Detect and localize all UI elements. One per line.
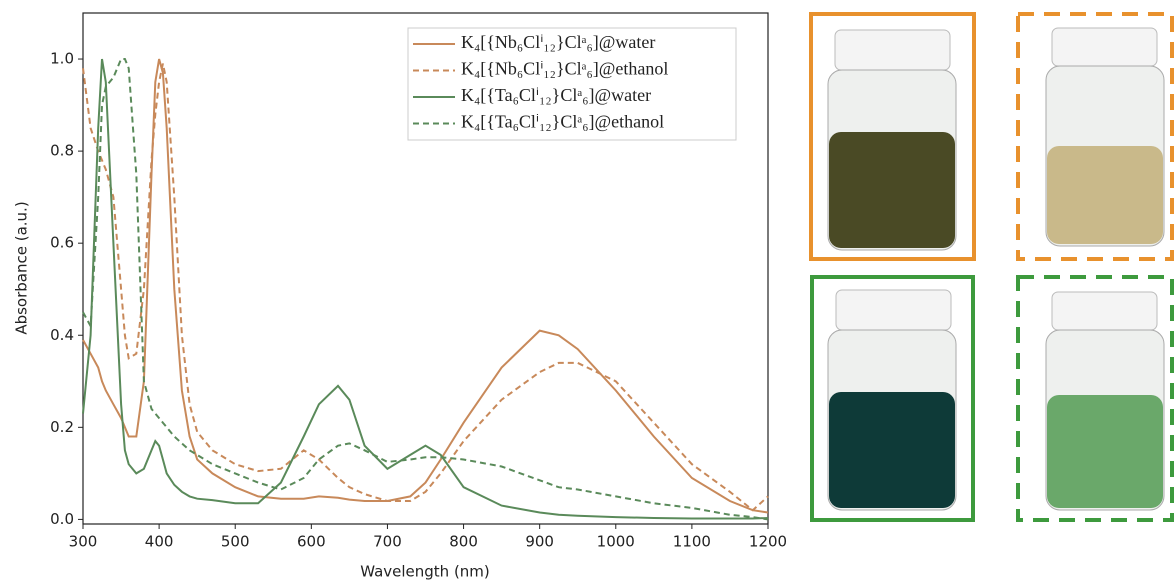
y-axis-label: Absorbance (a.u.) (13, 201, 31, 334)
legend-label: K₄[{Nb₆Clⁱ₁₂}Clᵃ₆]@ethanol (461, 59, 668, 79)
vial-photos (809, 12, 1174, 522)
y-tick-label: 0.2 (50, 418, 74, 436)
x-tick-label: 1000 (597, 533, 635, 551)
x-tick-label: 800 (449, 533, 478, 551)
vial-nb-ethanol (1016, 12, 1174, 261)
vial-ta-water (810, 275, 975, 522)
y-tick-label: 0.4 (50, 326, 74, 344)
x-tick-label: 500 (221, 533, 250, 551)
legend-label: K₄[{Nb₆Clⁱ₁₂}Clᵃ₆]@water (461, 32, 655, 52)
x-tick-label: 700 (373, 533, 402, 551)
x-tick-label: 600 (297, 533, 326, 551)
x-tick-label: 900 (525, 533, 554, 551)
y-tick-label: 0.6 (50, 234, 74, 252)
x-tick-label: 1200 (749, 533, 787, 551)
vial-ta-ethanol (1016, 275, 1174, 522)
legend-label: K₄[{Ta₆Clⁱ₁₂}Clᵃ₆]@ethanol (461, 112, 664, 132)
y-tick-label: 1.0 (50, 50, 74, 68)
series-line (82, 58, 769, 514)
series-line (82, 58, 769, 521)
plot-frame (82, 12, 769, 525)
y-tick-label: 0.8 (50, 142, 74, 160)
series-line (82, 63, 769, 512)
legend-box (407, 27, 737, 141)
y-tick-label: 0.0 (50, 510, 74, 528)
x-tick-label: 300 (69, 533, 98, 551)
x-tick-label: 400 (145, 533, 174, 551)
legend-label: K₄[{Ta₆Clⁱ₁₂}Clᵃ₆]@water (461, 85, 651, 105)
vial-nb-water (809, 12, 976, 261)
x-axis-label: Wavelength (nm) (360, 563, 490, 581)
x-tick-label: 1100 (673, 533, 711, 551)
series-line (82, 58, 769, 520)
